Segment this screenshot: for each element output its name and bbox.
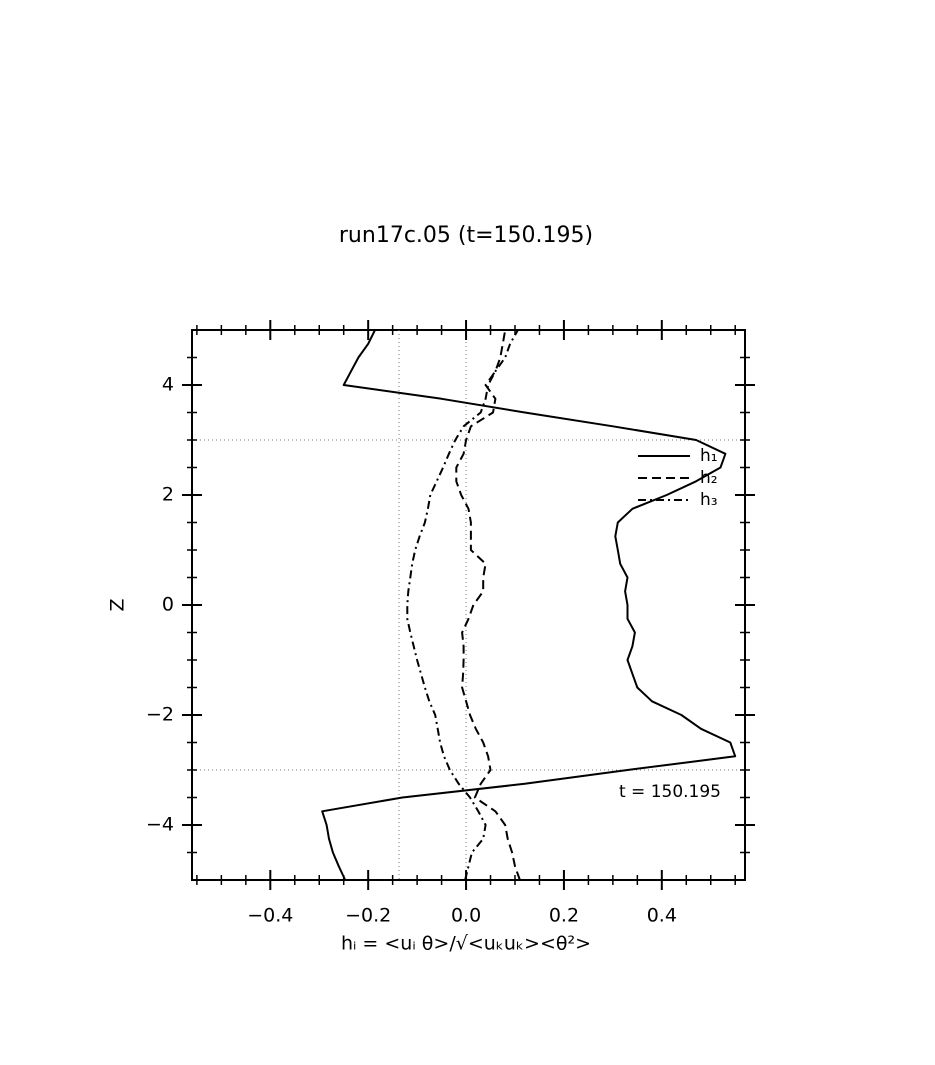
data-line [455, 329, 521, 881]
x-tick-label: 0.4 [647, 905, 677, 927]
legend-label: h₁ [700, 446, 718, 466]
y-tick-label: −4 [146, 814, 174, 836]
y-tick-label: −2 [146, 704, 174, 726]
legend-label: h₂ [700, 468, 718, 488]
x-axis-label: hᵢ = <uᵢ θ>/√<uₖuₖ><θ²> [341, 933, 591, 955]
y-tick-label: 0 [162, 594, 174, 616]
x-tick-label: 0.2 [549, 905, 579, 927]
data-line [406, 329, 519, 881]
x-tick-label: −0.4 [247, 905, 293, 927]
x-tick-label: −0.2 [345, 905, 391, 927]
x-tick-label: 0.0 [451, 905, 481, 927]
annotation: t = 150.195 [619, 782, 721, 802]
y-tick-label: 4 [162, 374, 174, 396]
legend-label: h₃ [700, 490, 718, 510]
y-axis-label: Z [107, 598, 129, 611]
y-tick-label: 2 [162, 484, 174, 506]
chart-title: run17c.05 (t=150.195) [339, 223, 593, 248]
data-line [321, 329, 737, 881]
